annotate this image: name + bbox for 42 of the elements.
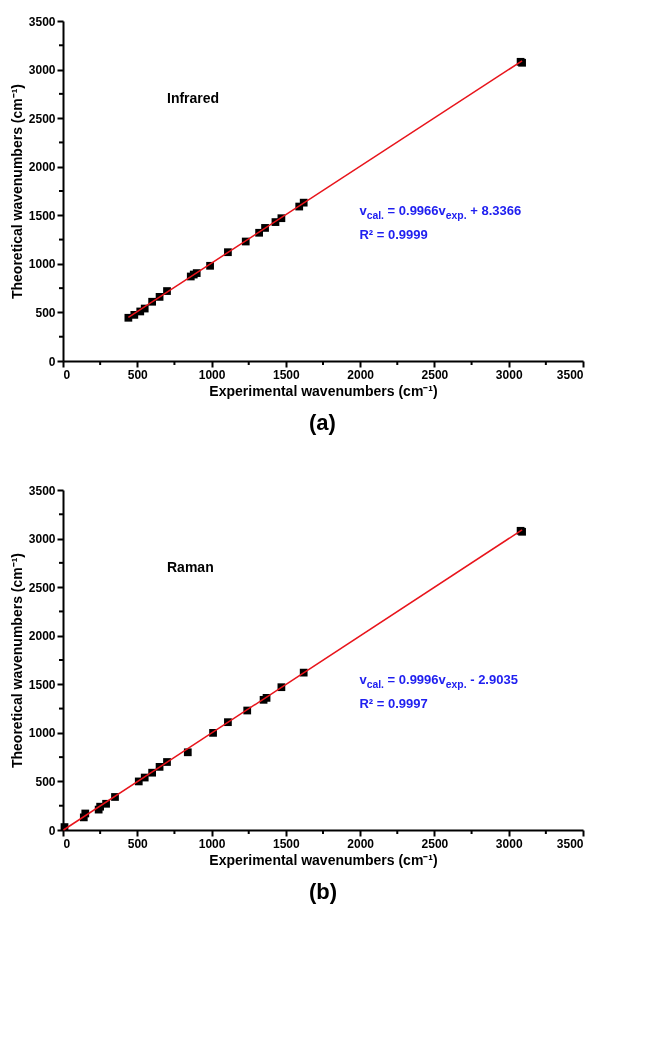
x-tick-label: 1000	[198, 836, 226, 851]
y-tick-label: 1000	[28, 726, 56, 741]
y-tick-label: 3000	[28, 63, 56, 78]
text: (b)	[309, 879, 338, 904]
y-tick-label: 2000	[28, 160, 56, 175]
y-tick-label: 2500	[28, 580, 56, 595]
y-tick-label: 3500	[28, 483, 56, 498]
x-axis-title: Experimental wavenumbers (cm⁻¹)	[209, 382, 438, 399]
y-tick-label: 2500	[28, 111, 56, 126]
text: (a)	[309, 410, 336, 435]
y-tick-label: 1500	[28, 208, 56, 223]
x-tick-label: 500	[127, 367, 149, 382]
x-tick-label: 2000	[347, 836, 375, 851]
annotation: Raman	[167, 559, 214, 576]
annotation: R² = 0.9997	[359, 696, 428, 712]
y-tick-label: 3500	[28, 14, 56, 29]
y-tick-label: 0	[48, 823, 56, 838]
x-tick-label: 0	[63, 367, 71, 382]
y-axis-title: Theoretical wavenumbers (cm⁻¹)	[8, 83, 25, 300]
y-tick-label: 0	[48, 354, 56, 369]
x-tick-label: 3000	[495, 836, 523, 851]
annotation: Infrared	[167, 90, 220, 107]
x-tick-label: 2500	[421, 836, 449, 851]
x-tick-label: 0	[63, 836, 71, 851]
x-tick-label: 500	[127, 836, 149, 851]
x-tick-label: 1500	[273, 367, 301, 382]
y-tick-label: 1000	[28, 257, 56, 272]
x-tick-label: 1500	[273, 836, 301, 851]
x-tick-label: 1000	[198, 367, 226, 382]
y-tick-label: 3000	[28, 532, 56, 547]
annotation: R² = 0.9999	[359, 227, 428, 243]
y-tick-label: 2000	[28, 629, 56, 644]
x-tick-label: 3500	[556, 367, 584, 382]
x-tick-label: 3500	[556, 836, 584, 851]
y-tick-label: 500	[35, 305, 56, 320]
x-tick-label: 2000	[347, 367, 375, 382]
x-axis-title: Experimental wavenumbers (cm⁻¹)	[209, 851, 438, 868]
x-tick-label: 2500	[421, 367, 449, 382]
y-tick-label: 1500	[28, 677, 56, 692]
y-tick-label: 500	[35, 774, 56, 789]
x-tick-label: 3000	[495, 367, 523, 382]
y-axis-title: Theoretical wavenumbers (cm⁻¹)	[8, 552, 25, 769]
